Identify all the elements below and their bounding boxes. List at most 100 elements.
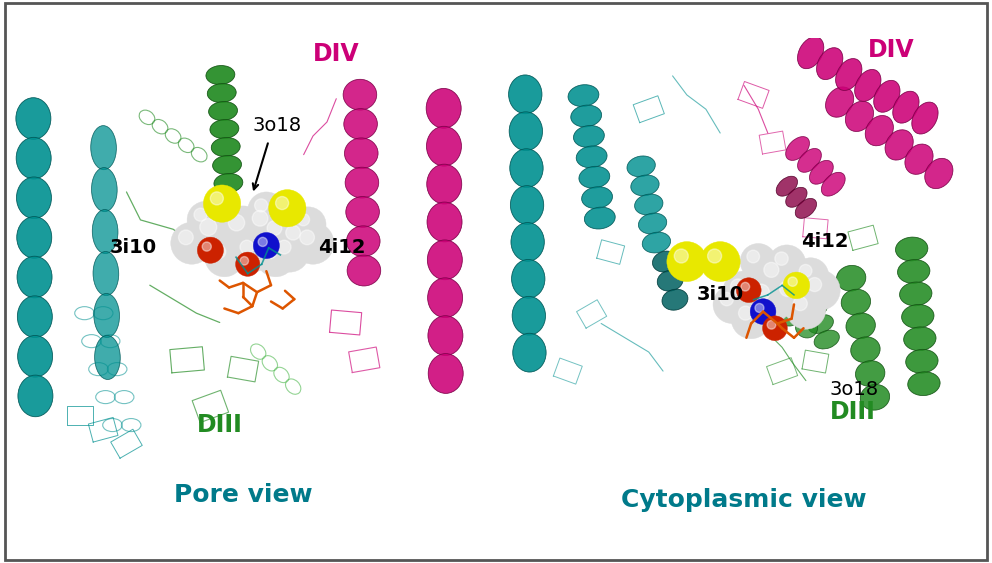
Text: 3o18: 3o18: [829, 380, 879, 399]
Ellipse shape: [92, 209, 118, 253]
Text: DIII: DIII: [196, 413, 242, 437]
Ellipse shape: [18, 336, 53, 377]
Circle shape: [752, 284, 770, 301]
Ellipse shape: [344, 138, 378, 169]
Ellipse shape: [94, 336, 120, 379]
Ellipse shape: [94, 293, 119, 338]
Circle shape: [767, 320, 776, 329]
Text: 4i12: 4i12: [802, 233, 848, 251]
Ellipse shape: [825, 87, 854, 117]
Circle shape: [794, 297, 807, 311]
Circle shape: [244, 202, 289, 247]
Ellipse shape: [347, 255, 381, 286]
Circle shape: [270, 233, 310, 272]
Circle shape: [807, 278, 821, 292]
Ellipse shape: [851, 337, 880, 363]
Circle shape: [747, 250, 760, 263]
Circle shape: [252, 211, 268, 226]
Ellipse shape: [742, 280, 764, 302]
Ellipse shape: [635, 194, 663, 215]
Circle shape: [258, 238, 267, 247]
Circle shape: [743, 275, 793, 324]
Circle shape: [700, 242, 740, 282]
Ellipse shape: [17, 256, 52, 298]
Ellipse shape: [627, 156, 656, 177]
Ellipse shape: [346, 226, 380, 257]
Ellipse shape: [906, 350, 938, 373]
Circle shape: [187, 201, 224, 239]
Ellipse shape: [428, 316, 463, 355]
Circle shape: [720, 292, 733, 306]
Ellipse shape: [17, 217, 52, 258]
Ellipse shape: [509, 112, 543, 151]
Ellipse shape: [803, 299, 827, 318]
Ellipse shape: [798, 37, 823, 69]
Ellipse shape: [855, 361, 885, 386]
Circle shape: [267, 221, 282, 235]
Ellipse shape: [568, 84, 599, 106]
Ellipse shape: [17, 296, 53, 337]
Ellipse shape: [904, 327, 936, 351]
Circle shape: [219, 206, 266, 253]
Ellipse shape: [16, 137, 52, 179]
Circle shape: [233, 233, 272, 272]
Circle shape: [788, 277, 798, 287]
Ellipse shape: [796, 316, 817, 338]
Circle shape: [756, 254, 799, 297]
Circle shape: [771, 272, 816, 318]
Circle shape: [292, 222, 334, 264]
Circle shape: [235, 252, 260, 276]
Circle shape: [780, 280, 796, 297]
Circle shape: [731, 299, 771, 339]
Circle shape: [190, 209, 239, 258]
Circle shape: [248, 192, 285, 229]
Ellipse shape: [816, 48, 843, 79]
Circle shape: [278, 240, 291, 254]
Ellipse shape: [855, 69, 881, 101]
Text: 3i10: 3i10: [110, 238, 158, 257]
Ellipse shape: [885, 130, 914, 160]
Ellipse shape: [344, 109, 377, 140]
Ellipse shape: [579, 166, 610, 188]
Circle shape: [194, 208, 207, 221]
Ellipse shape: [581, 187, 612, 208]
Circle shape: [738, 306, 753, 320]
Ellipse shape: [93, 252, 119, 296]
Circle shape: [240, 257, 249, 265]
Ellipse shape: [428, 240, 462, 280]
Ellipse shape: [510, 149, 544, 187]
Ellipse shape: [809, 160, 833, 184]
Circle shape: [741, 283, 750, 291]
Circle shape: [801, 270, 840, 310]
Text: DIV: DIV: [313, 42, 360, 66]
Circle shape: [300, 230, 314, 245]
Ellipse shape: [905, 144, 933, 175]
Circle shape: [197, 237, 223, 263]
Ellipse shape: [570, 105, 601, 127]
Text: DIII: DIII: [829, 400, 876, 424]
Ellipse shape: [896, 237, 928, 261]
Circle shape: [263, 245, 277, 258]
Text: 3i10: 3i10: [696, 285, 744, 303]
Ellipse shape: [208, 101, 237, 120]
Circle shape: [199, 218, 217, 235]
Circle shape: [240, 240, 254, 254]
Circle shape: [269, 190, 306, 227]
Circle shape: [800, 265, 811, 277]
Text: Cytoplasmic view: Cytoplasmic view: [621, 488, 867, 512]
Circle shape: [203, 185, 241, 222]
Ellipse shape: [639, 213, 667, 234]
Ellipse shape: [210, 119, 239, 138]
Ellipse shape: [17, 177, 52, 218]
Ellipse shape: [846, 313, 875, 339]
Ellipse shape: [821, 172, 845, 196]
Ellipse shape: [900, 282, 931, 306]
Ellipse shape: [786, 137, 809, 160]
Text: 3o18: 3o18: [252, 117, 302, 135]
Ellipse shape: [808, 315, 833, 333]
Ellipse shape: [845, 101, 874, 132]
Ellipse shape: [427, 164, 461, 204]
Circle shape: [722, 271, 766, 314]
Ellipse shape: [91, 168, 117, 212]
Circle shape: [730, 279, 746, 294]
